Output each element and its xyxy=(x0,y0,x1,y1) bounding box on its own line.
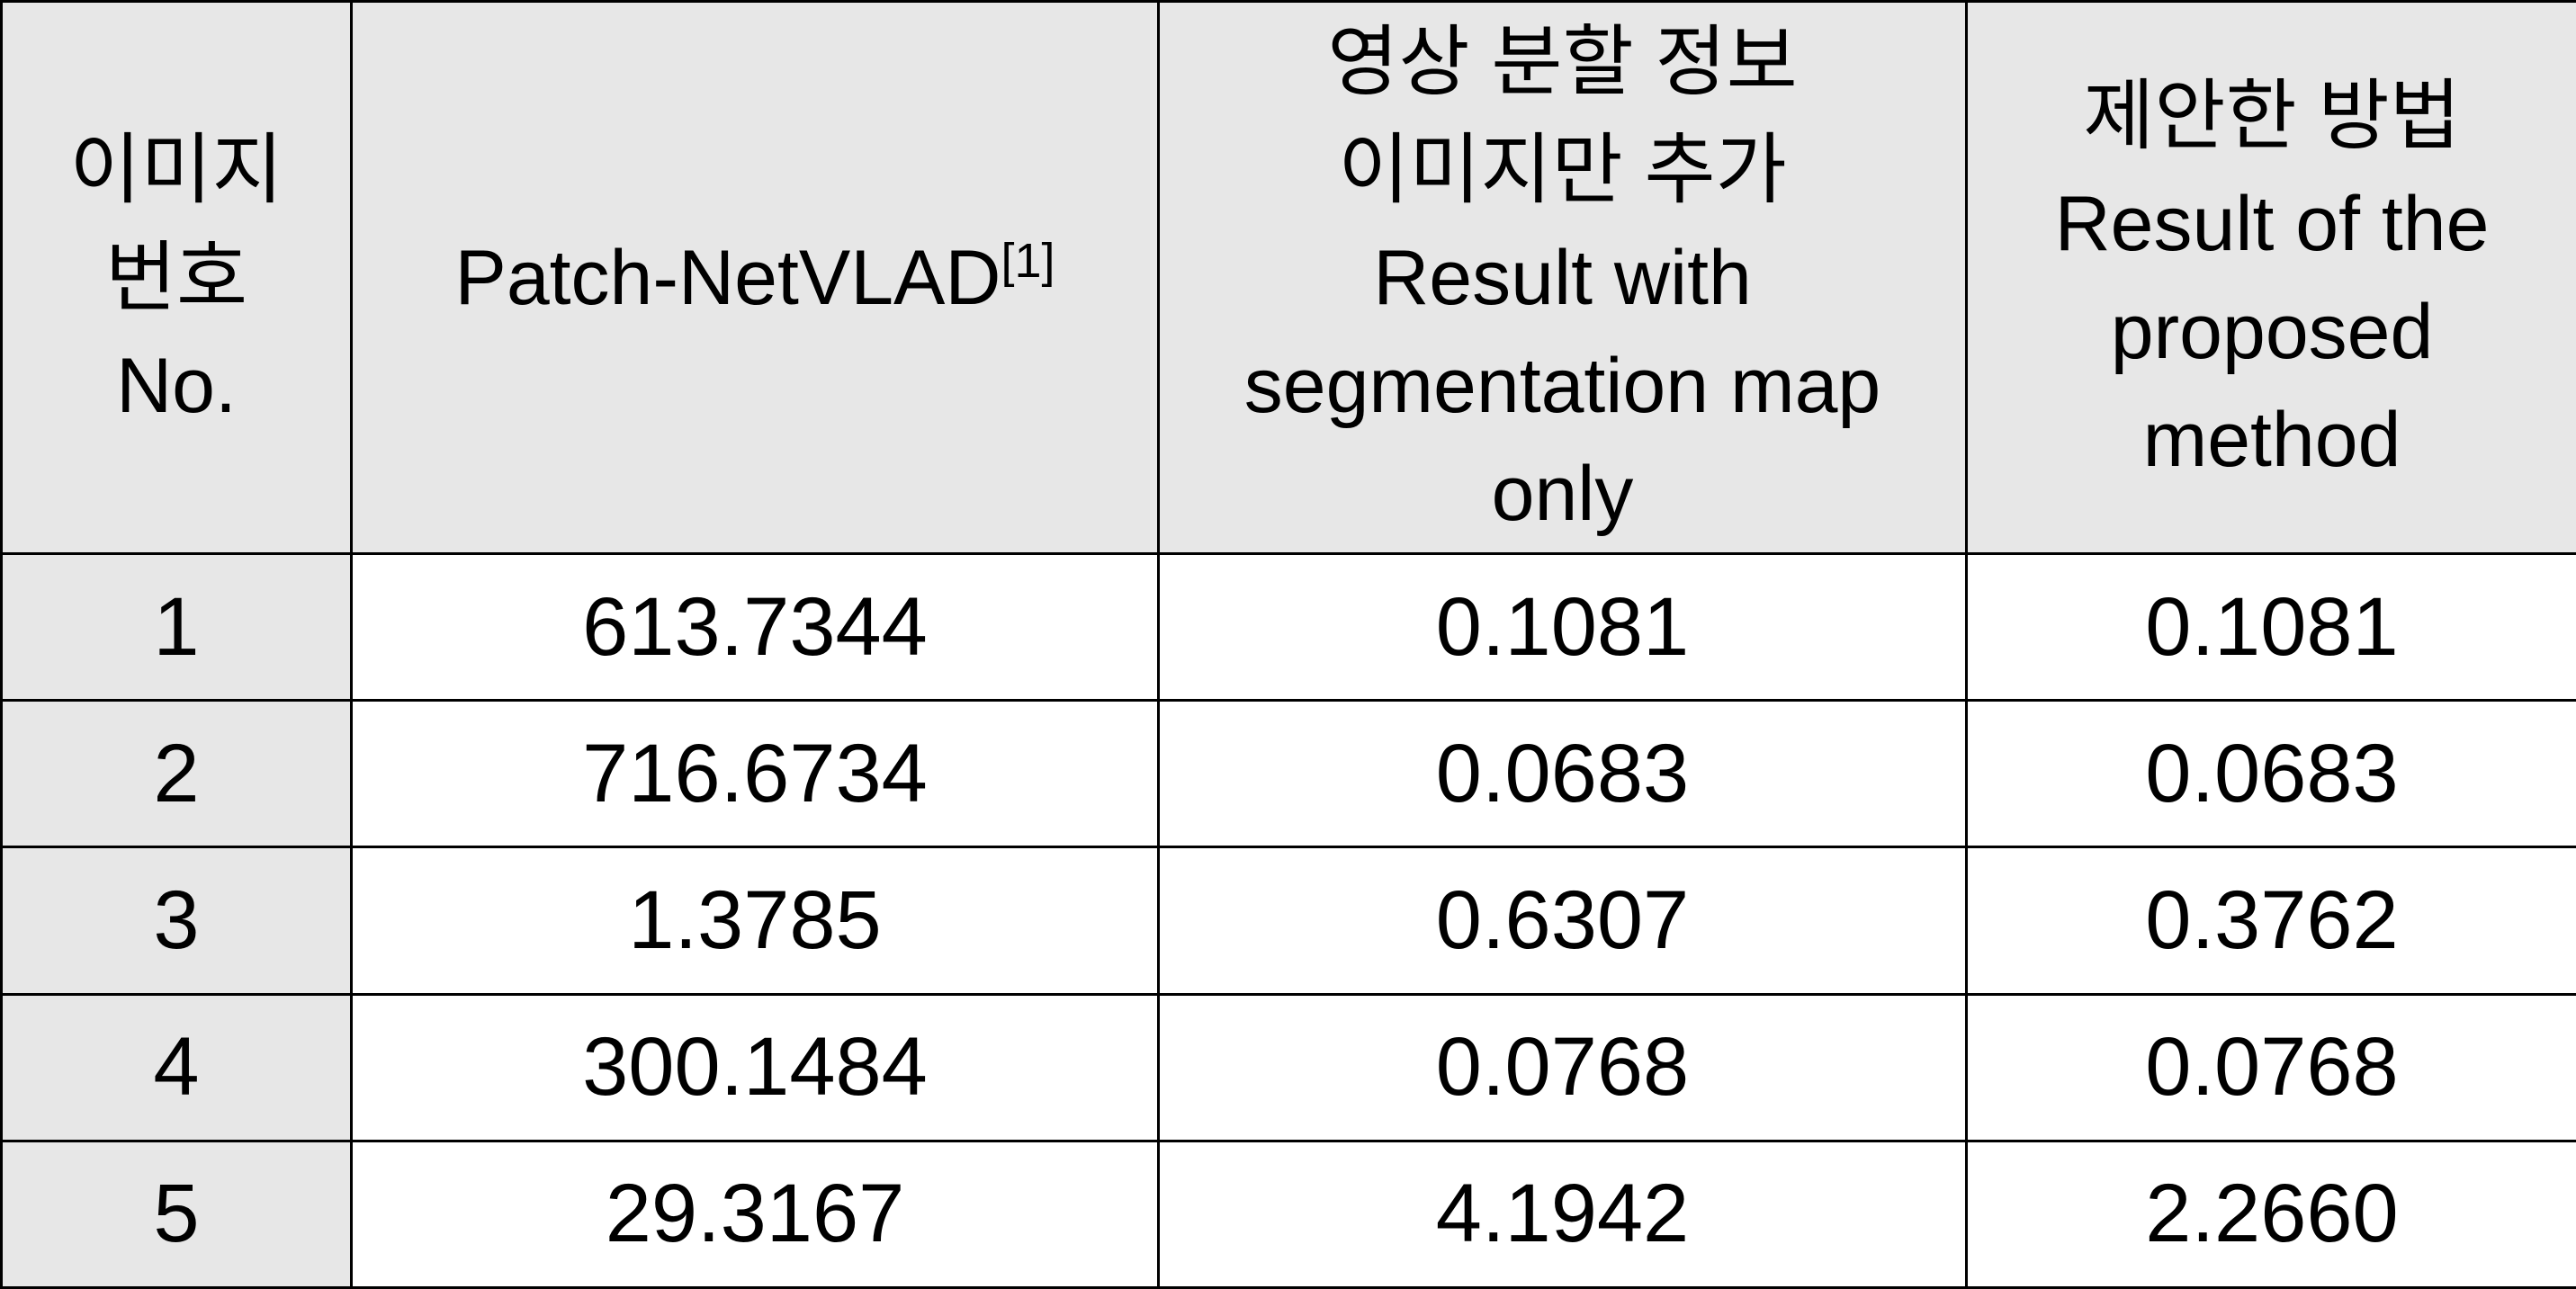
value-cell: 0.0768 xyxy=(1157,992,1968,1142)
header-line: Result with xyxy=(1373,234,1752,321)
header-line: 번호 xyxy=(104,234,248,321)
header-line: 이미지 xyxy=(69,126,283,213)
header-line: 제안한 방법 xyxy=(2083,72,2461,159)
value-cell: 0.1081 xyxy=(1157,551,1968,703)
table-body: 1 613.7344 0.1081 0.1081 2 716.6734 0.0683 0.06… xyxy=(0,551,2576,1289)
value-cell: 29.3167 xyxy=(350,1139,1160,1289)
header-line: segmentation map xyxy=(1243,342,1881,429)
citation: [1] xyxy=(1001,233,1055,288)
value-cell: 0.0768 xyxy=(1965,992,2576,1142)
row-number: 3 xyxy=(0,846,353,996)
value-cell: 0.1081 xyxy=(1965,551,2576,703)
header-cell: Patch-NetVLAD[1] xyxy=(350,0,1160,555)
value-cell: 613.7344 xyxy=(350,551,1160,703)
header-line: Patch-NetVLAD[1] xyxy=(454,233,1055,321)
data-row: 5 29.3167 4.1942 2.2660 xyxy=(0,1139,2576,1289)
header-line: only xyxy=(1491,450,1634,537)
row-number: 4 xyxy=(0,992,353,1142)
header-line: No. xyxy=(116,342,237,429)
data-row: 4 300.1484 0.0768 0.0768 xyxy=(0,992,2576,1142)
header-line: 영상 분할 정보 xyxy=(1327,18,1798,105)
header-line: Result of the xyxy=(2054,180,2490,267)
value-cell: 716.6734 xyxy=(350,699,1160,849)
value-cell: 0.0683 xyxy=(1965,699,2576,849)
row-number: 2 xyxy=(0,699,353,849)
value-cell: 2.2660 xyxy=(1965,1139,2576,1289)
data-row: 2 716.6734 0.0683 0.0683 xyxy=(0,699,2576,849)
header-line: method xyxy=(2142,396,2401,483)
value-cell: 300.1484 xyxy=(350,992,1160,1142)
header-line: 이미지만 추가 xyxy=(1338,126,1787,213)
row-number: 1 xyxy=(0,551,353,703)
value-cell: 4.1942 xyxy=(1157,1139,1968,1289)
value-cell: 0.0683 xyxy=(1157,699,1968,849)
data-row: 1 613.7344 0.1081 0.1081 xyxy=(0,551,2576,703)
value-cell: 0.3762 xyxy=(1965,846,2576,996)
value-cell: 1.3785 xyxy=(350,846,1160,996)
header-cell: 제안한 방법 Result of the proposed method xyxy=(1965,0,2576,555)
data-row: 3 1.3785 0.6307 0.3762 xyxy=(0,846,2576,996)
value-cell: 0.6307 xyxy=(1157,846,1968,996)
row-number: 5 xyxy=(0,1139,353,1289)
header-line: proposed xyxy=(2110,288,2434,375)
